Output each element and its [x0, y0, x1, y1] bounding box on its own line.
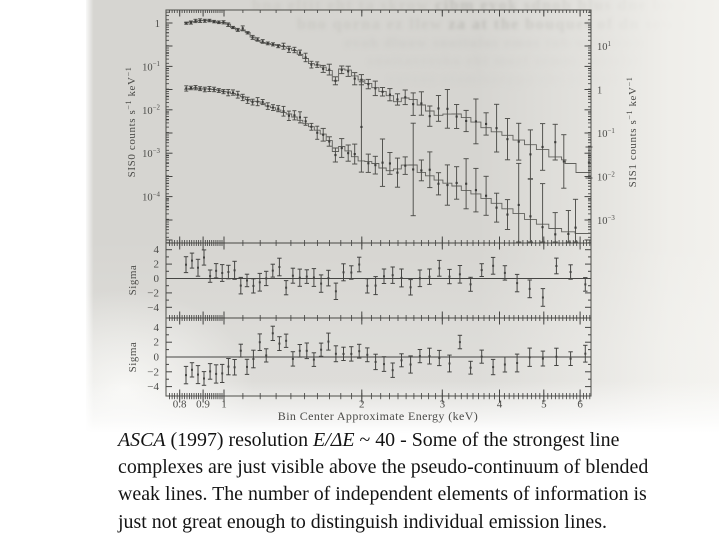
svg-text:−4: −4 — [147, 381, 159, 393]
svg-text:10−3: 10−3 — [142, 148, 160, 160]
svg-text:4: 4 — [497, 399, 503, 411]
svg-text:SIS1 counts s−1 keV−1: SIS1 counts s−1 keV−1 — [625, 77, 639, 188]
svg-text:Sigma: Sigma — [127, 342, 139, 373]
svg-text:Bin Center Approximate Energy: Bin Center Approximate Energy (keV) — [278, 409, 478, 423]
svg-text:10−2: 10−2 — [597, 171, 615, 183]
svg-text:3: 3 — [440, 399, 446, 411]
svg-text:−2: −2 — [147, 366, 159, 378]
svg-text:10−2: 10−2 — [142, 105, 160, 117]
svg-text:0: 0 — [154, 273, 160, 285]
svg-text:10−4: 10−4 — [142, 191, 160, 203]
svg-text:SIS0 counts s−1 keV−1: SIS0 counts s−1 keV−1 — [124, 67, 138, 178]
svg-text:10−1: 10−1 — [597, 128, 615, 140]
svg-text:1: 1 — [221, 399, 227, 411]
svg-text:101: 101 — [597, 41, 612, 53]
svg-text:−2: −2 — [147, 287, 159, 299]
svg-text:5: 5 — [541, 399, 547, 411]
svg-text:1: 1 — [597, 86, 602, 97]
svg-text:0: 0 — [154, 352, 160, 364]
svg-text:6: 6 — [577, 399, 583, 411]
svg-text:4: 4 — [154, 322, 160, 334]
svg-text:1: 1 — [155, 19, 160, 30]
svg-text:10−3: 10−3 — [597, 215, 615, 227]
svg-text:4: 4 — [154, 244, 160, 256]
svg-text:−4: −4 — [147, 302, 159, 314]
svg-text:10−1: 10−1 — [142, 61, 160, 73]
svg-text:0.8: 0.8 — [173, 399, 187, 411]
svg-text:Sigma: Sigma — [127, 265, 139, 296]
svg-text:0.9: 0.9 — [196, 399, 210, 411]
svg-text:2: 2 — [154, 337, 160, 349]
svg-text:2: 2 — [359, 399, 365, 411]
svg-text:2: 2 — [154, 259, 160, 271]
